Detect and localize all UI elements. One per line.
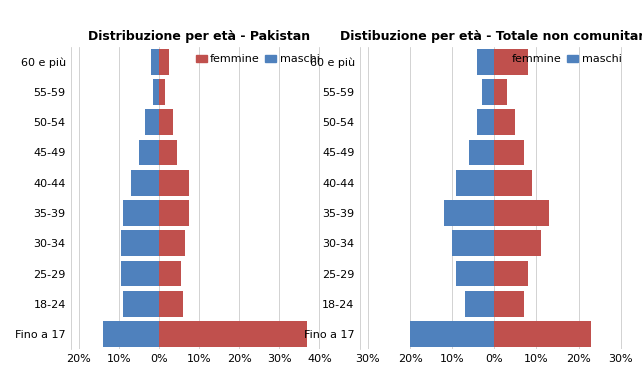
Bar [494,291,524,317]
Bar [159,140,177,165]
Bar [456,261,494,286]
Title: Distribuzione per età - Pakistan: Distribuzione per età - Pakistan [88,29,310,43]
Bar [103,321,159,347]
Bar [153,79,159,105]
Bar [494,109,516,135]
Bar [444,200,494,226]
Bar [159,291,183,317]
Bar [159,230,185,256]
Bar [159,261,181,286]
Bar [159,49,169,74]
Bar [139,140,159,165]
Bar [159,321,308,347]
Bar [121,230,159,256]
Bar [465,291,494,317]
Bar [410,321,494,347]
Bar [452,230,494,256]
Bar [494,261,528,286]
Bar [494,321,591,347]
Bar [469,140,494,165]
Bar [478,49,494,74]
Bar [145,109,159,135]
Bar [159,109,173,135]
Bar [494,170,532,196]
Bar [482,79,494,105]
Bar [121,261,159,286]
Legend: femmine, maschi: femmine, maschi [495,52,623,67]
Bar [478,109,494,135]
Bar [159,170,189,196]
Bar [123,200,159,226]
Bar [494,79,507,105]
Bar [494,230,541,256]
Legend: femmine, maschi: femmine, maschi [193,52,322,67]
Bar [494,49,528,74]
Bar [151,49,159,74]
Bar [494,200,549,226]
Bar [494,140,524,165]
Bar [159,200,189,226]
Bar [123,291,159,317]
Bar [159,79,165,105]
Bar [456,170,494,196]
Bar [131,170,159,196]
Title: Distibuzione per età - Totale non comunitari: Distibuzione per età - Totale non comuni… [340,29,642,43]
